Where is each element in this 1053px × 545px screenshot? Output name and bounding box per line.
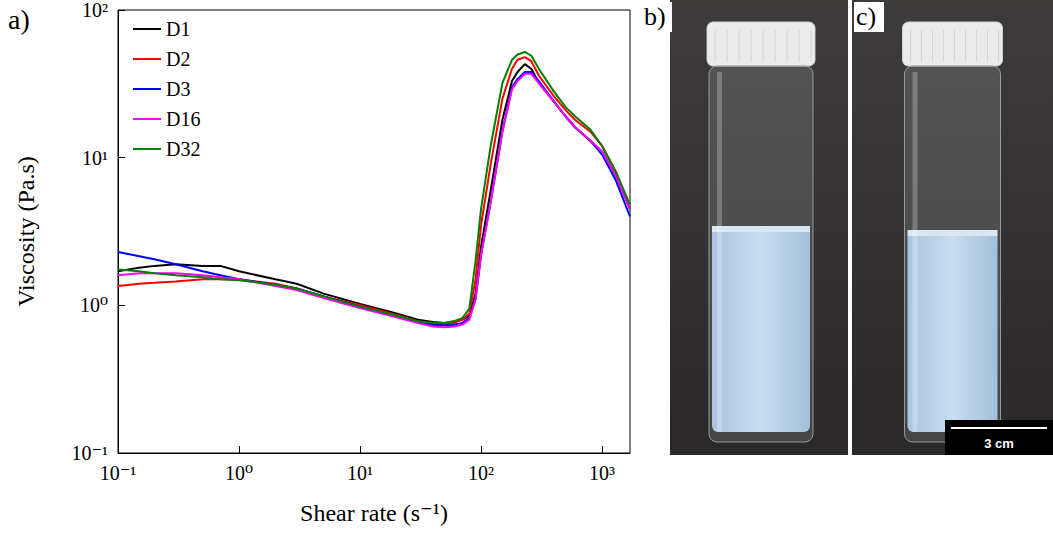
svg-text:10¹: 10¹ — [347, 462, 373, 484]
svg-text:10⁰: 10⁰ — [225, 462, 253, 484]
svg-text:10²: 10² — [468, 462, 494, 484]
svg-text:D1: D1 — [166, 18, 190, 40]
svg-text:10⁰: 10⁰ — [80, 294, 108, 316]
svg-text:10⁻¹: 10⁻¹ — [71, 442, 108, 464]
svg-text:D16: D16 — [166, 108, 200, 130]
svg-text:D2: D2 — [166, 48, 190, 70]
svg-text:10²: 10² — [82, 0, 108, 21]
svg-text:c): c) — [856, 2, 876, 31]
svg-text:3 cm: 3 cm — [984, 436, 1014, 451]
svg-text:Viscosity (Pa.s): Viscosity (Pa.s) — [13, 156, 39, 307]
svg-text:10³: 10³ — [589, 462, 615, 484]
svg-text:D32: D32 — [166, 138, 200, 160]
svg-text:D3: D3 — [166, 78, 190, 100]
html-text:a): a) — [8, 4, 30, 35]
svg-text:10¹: 10¹ — [82, 147, 108, 169]
svg-text:b): b) — [644, 2, 666, 31]
svg-text:10⁻¹: 10⁻¹ — [100, 462, 137, 484]
svg-text:Shear rate (s⁻¹): Shear rate (s⁻¹) — [300, 500, 448, 526]
